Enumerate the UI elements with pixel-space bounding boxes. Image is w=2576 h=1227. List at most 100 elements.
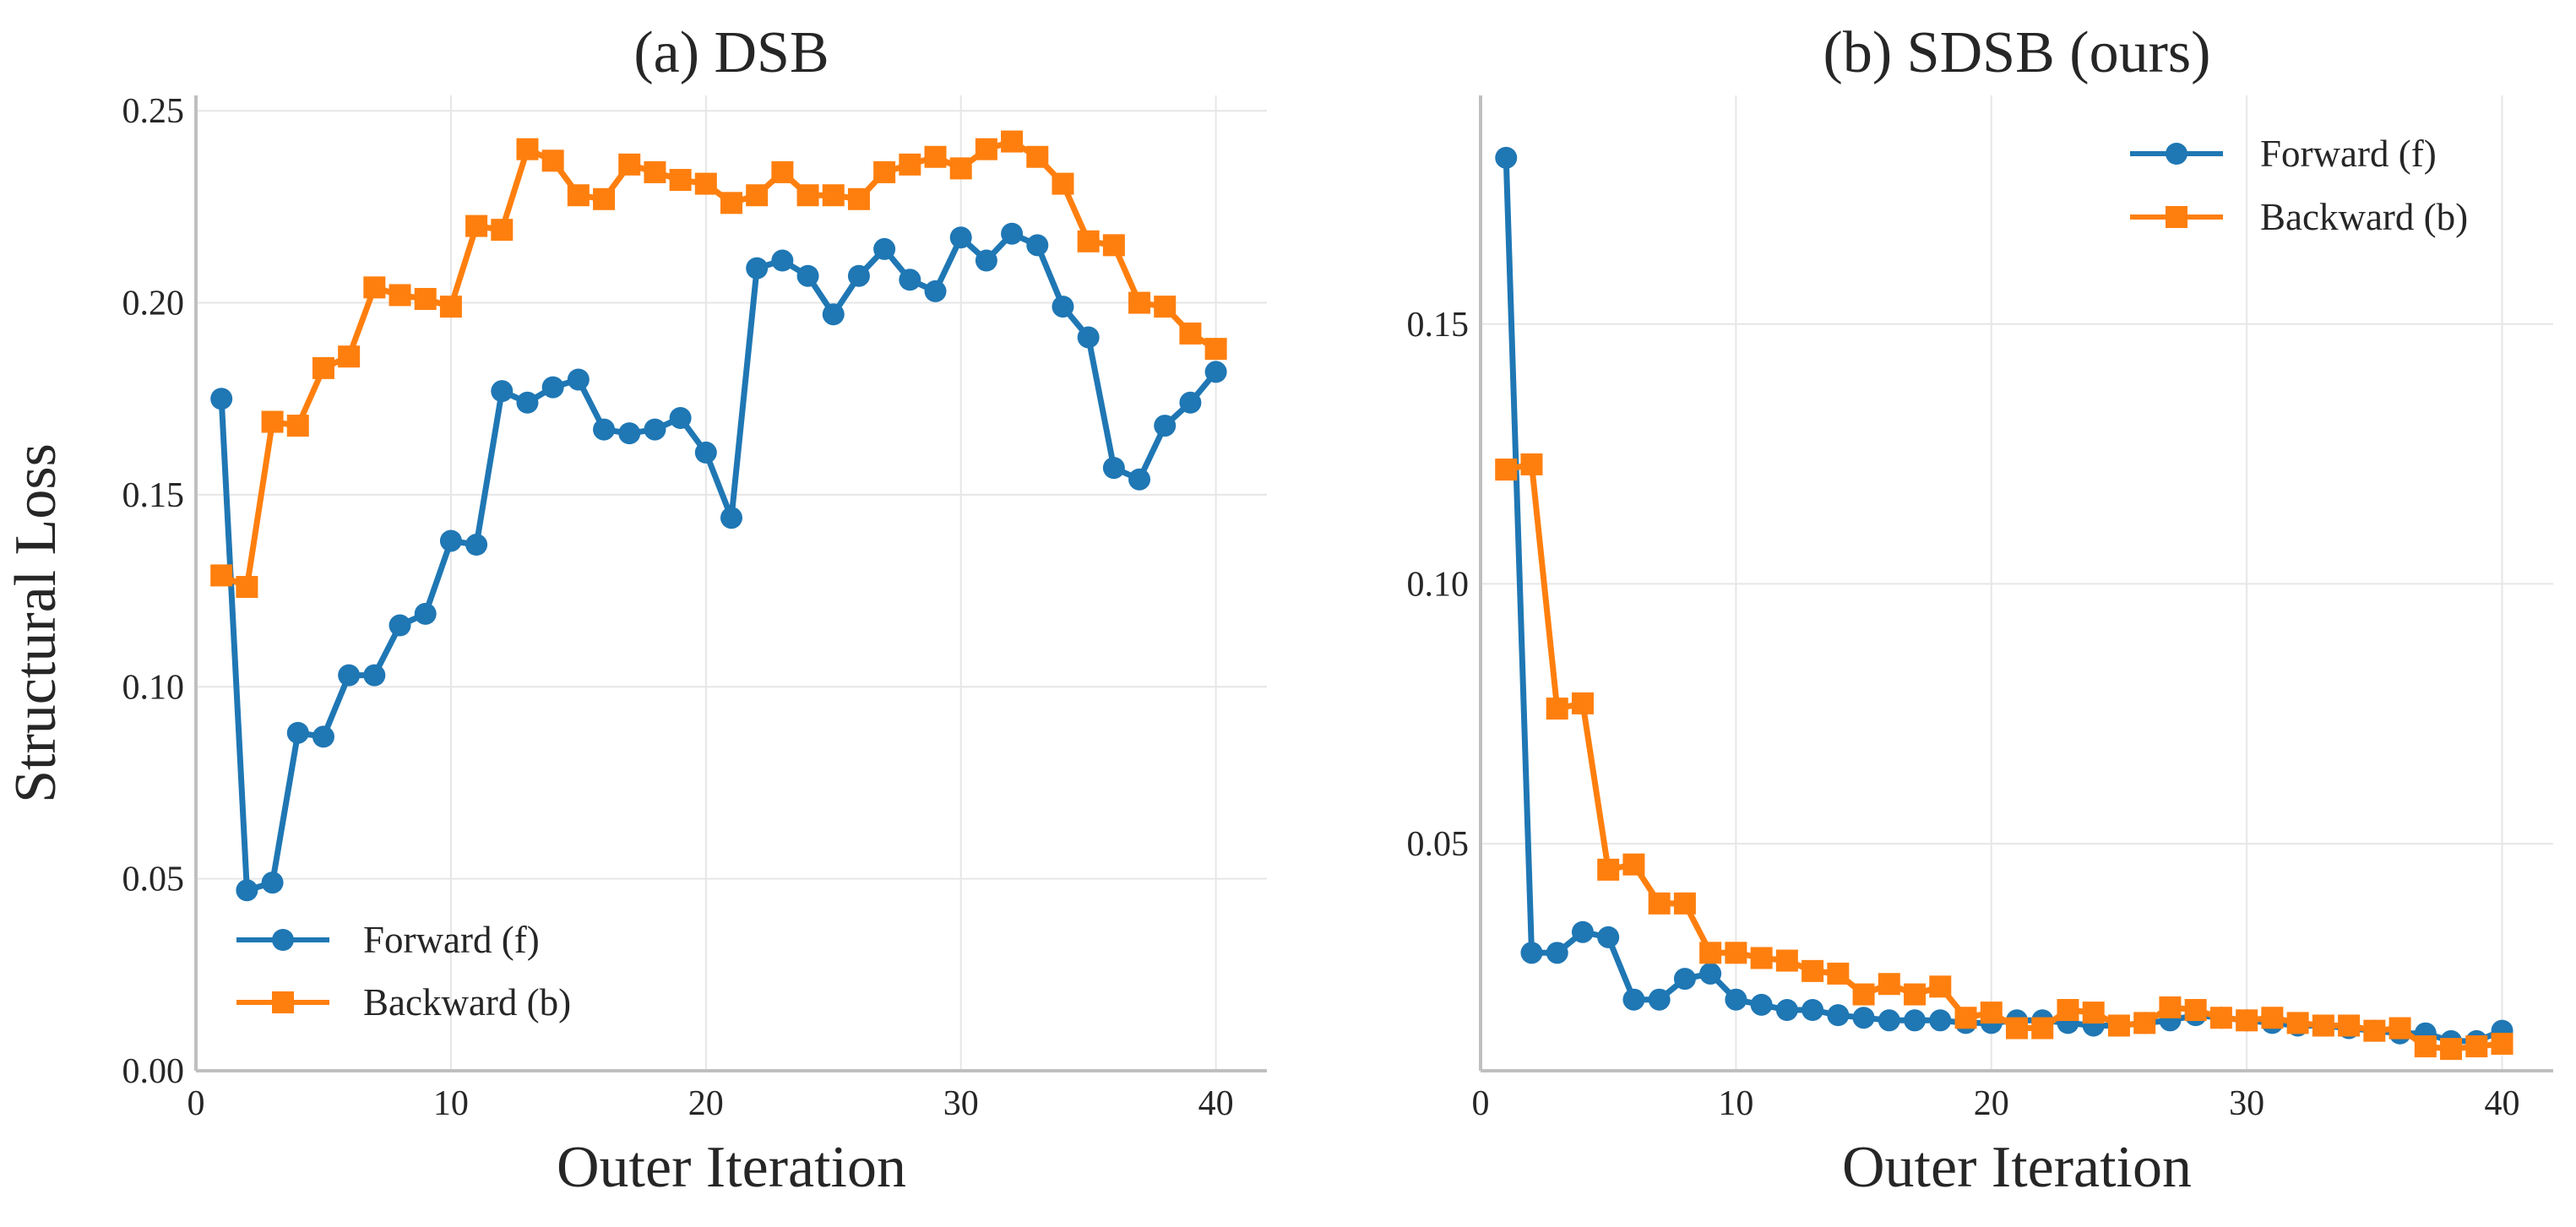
point-backward [618, 153, 641, 176]
point-forward [1929, 1009, 1952, 1032]
point-forward [1495, 146, 1518, 169]
y-tick-label: 0.20 [122, 285, 185, 323]
point-backward [2006, 1017, 2028, 1040]
point-backward [822, 184, 845, 207]
point-backward [2286, 1012, 2309, 1034]
point-forward [1102, 457, 1125, 480]
point-backward [1128, 291, 1151, 314]
point-backward [694, 172, 717, 195]
point-forward [771, 249, 794, 272]
point-forward [822, 303, 845, 326]
point-backward [2414, 1035, 2437, 1058]
x-tick-label: 20 [1974, 1084, 2009, 1123]
point-backward [873, 160, 896, 183]
point-forward [1904, 1009, 1927, 1032]
y-tick-label: 0.00 [122, 1052, 185, 1091]
point-forward [669, 406, 692, 429]
point-forward [1725, 988, 1747, 1011]
point-backward [1597, 858, 1620, 881]
point-forward [312, 725, 334, 748]
point-backward [1802, 959, 1824, 982]
point-backward [2057, 999, 2079, 1022]
tick-labels: 0 10 20 30 40 0.05 0.10 0.15 [1407, 306, 2520, 1123]
point-forward [746, 257, 769, 280]
point-backward [2236, 1009, 2258, 1032]
x-axis-label: Outer Iteration [1842, 1135, 2192, 1200]
x-tick-label: 10 [433, 1084, 469, 1123]
point-backward [363, 276, 386, 299]
legend-marker-forward [272, 929, 294, 951]
legend-marker-forward [2166, 143, 2187, 165]
y-tick-label: 0.15 [122, 476, 185, 515]
point-backward [567, 184, 590, 207]
point-backward [949, 157, 972, 180]
point-backward [2338, 1014, 2361, 1037]
point-forward [1026, 234, 1049, 257]
series-layer [1495, 146, 2514, 1061]
legend-label-backward: Backward (b) [2260, 196, 2468, 238]
point-forward [1673, 968, 1696, 991]
point-backward [1980, 1002, 2003, 1024]
x-tick-label: 20 [688, 1084, 724, 1123]
point-forward [1802, 999, 1824, 1022]
point-forward [1077, 326, 1100, 349]
point-forward [1520, 942, 1543, 964]
point-forward [847, 264, 870, 287]
point-forward [236, 879, 258, 902]
point-forward [924, 280, 947, 302]
point-backward [2107, 1014, 2130, 1037]
point-backward [2261, 1007, 2284, 1029]
point-backward [644, 160, 666, 183]
point-backward [414, 288, 437, 311]
point-backward [439, 296, 462, 318]
legend-label-forward: Forward (f) [2260, 133, 2437, 175]
series-line-backward [1505, 461, 2503, 1052]
point-backward [1571, 692, 1594, 714]
point-forward [1204, 361, 1227, 383]
series-layer [210, 130, 1227, 902]
point-forward [1128, 468, 1151, 491]
point-backward [2031, 1017, 2054, 1040]
point-backward [975, 138, 997, 160]
point-forward [491, 380, 514, 403]
point-backward [516, 138, 539, 160]
legend-marker-backward [272, 991, 294, 1013]
point-backward [2159, 996, 2182, 1018]
y-tick-label: 0.05 [1407, 825, 1470, 864]
legend-label-backward: Backward (b) [363, 981, 571, 1023]
panel-title: (a) DSB [633, 20, 829, 85]
point-forward [541, 376, 564, 399]
point-backward [312, 356, 334, 379]
series-line-forward [218, 231, 1219, 893]
point-forward [261, 871, 284, 894]
point-backward [2389, 1017, 2411, 1040]
point-backward [1052, 172, 1074, 195]
point-forward [363, 664, 386, 687]
point-forward [1852, 1007, 1875, 1029]
point-backward [771, 160, 794, 183]
point-forward [414, 602, 437, 625]
point-backward [720, 192, 742, 214]
x-tick-label: 30 [2229, 1084, 2264, 1123]
point-backward [593, 187, 616, 210]
point-backward [796, 184, 819, 207]
point-backward [1546, 698, 1568, 720]
point-backward [491, 219, 514, 242]
point-forward [796, 264, 819, 287]
point-backward [2082, 1002, 2105, 1024]
point-backward [1775, 949, 1798, 972]
point-backward [541, 149, 564, 172]
point-forward [1154, 415, 1177, 437]
panel-title: (b) SDSB (ours) [1823, 20, 2211, 85]
point-backward [1026, 145, 1049, 168]
point-backward [1827, 962, 1850, 985]
point-forward [1546, 942, 1568, 964]
point-backward [899, 153, 921, 176]
point-backward [338, 345, 361, 368]
point-backward [1673, 892, 1696, 915]
point-forward [593, 418, 616, 441]
point-forward [1775, 999, 1798, 1022]
point-forward [1179, 391, 1202, 414]
